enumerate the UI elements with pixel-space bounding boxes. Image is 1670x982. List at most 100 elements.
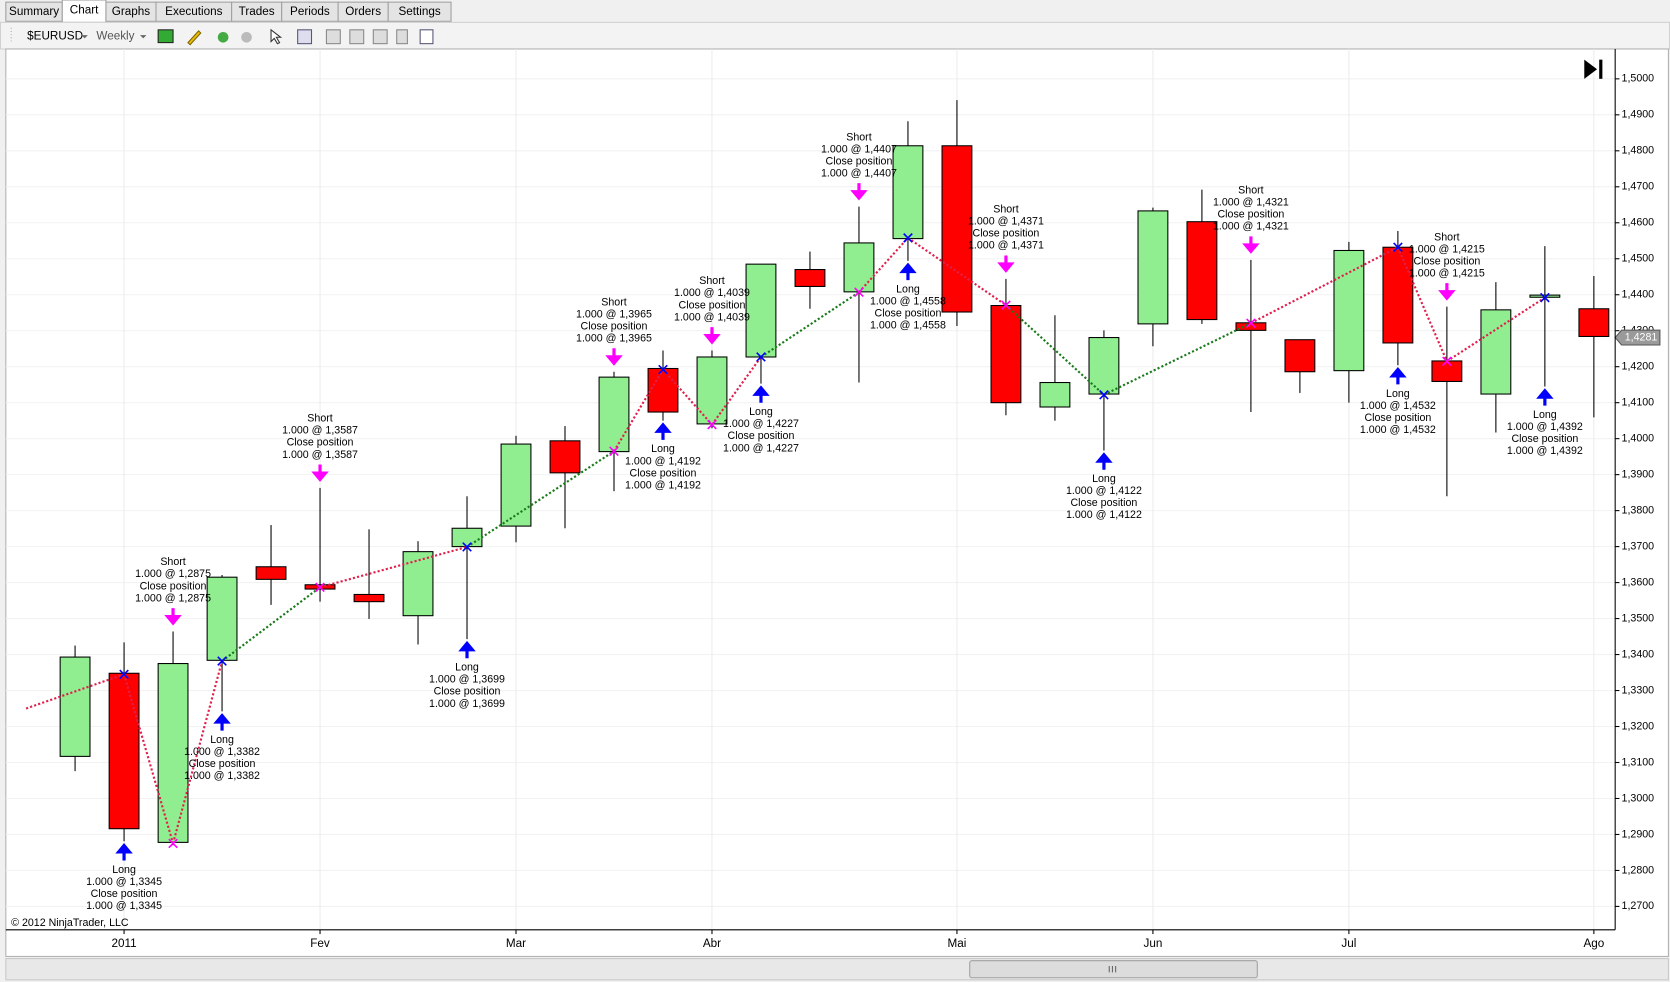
trade-label: 1.000 @ 1,4321 xyxy=(1213,221,1289,233)
tab-label[interactable]: Periods xyxy=(290,5,330,18)
period-selector[interactable]: Weekly xyxy=(96,29,134,42)
trade-label: Close position xyxy=(728,430,795,442)
trade-line xyxy=(613,369,664,452)
y-tick-label: 1,4800 xyxy=(1622,145,1655,157)
tab-label[interactable]: Orders xyxy=(345,5,381,18)
tab-label[interactable]: Settings xyxy=(398,5,440,18)
short-arrow xyxy=(850,183,868,201)
scrollbar-thumb[interactable] xyxy=(969,960,1258,979)
trade-label: 1.000 @ 1,4215 xyxy=(1409,267,1485,279)
y-tick-label: 1,4400 xyxy=(1622,289,1655,301)
strategies-button[interactable] xyxy=(396,29,408,45)
tab-label[interactable]: Summary xyxy=(9,5,59,18)
cursor-button[interactable] xyxy=(270,28,283,45)
trade-label: Close position xyxy=(140,580,207,592)
y-tick-label: 1,4900 xyxy=(1622,109,1655,121)
trade-label: 1.000 @ 1,3699 xyxy=(429,698,505,710)
candle-body xyxy=(549,440,581,474)
trade-line xyxy=(858,237,909,293)
indicators-button[interactable] xyxy=(372,29,388,45)
candle-body xyxy=(941,145,973,313)
trade-label: Short xyxy=(1238,185,1263,197)
data-box-button[interactable] xyxy=(325,29,341,45)
trade-line xyxy=(123,674,175,844)
scrollbar[interactable] xyxy=(5,958,1669,981)
y-tick-label: 1,4500 xyxy=(1622,253,1655,265)
long-arrow xyxy=(752,385,770,403)
candle-body xyxy=(1039,381,1071,408)
trade-label: 1.000 @ 1,4532 xyxy=(1360,400,1436,412)
candle-body xyxy=(255,566,287,580)
trade-label: Short xyxy=(160,556,185,568)
y-tick-label: 1,5000 xyxy=(1622,73,1655,85)
tab-label[interactable]: Trades xyxy=(239,5,275,18)
scroll-to-end-icon[interactable] xyxy=(1584,59,1598,79)
zoom-in-button[interactable] xyxy=(217,31,229,43)
trade-label: Close position xyxy=(189,758,256,770)
trade-marker xyxy=(1393,242,1403,253)
trade-marker xyxy=(658,364,668,375)
long-arrow xyxy=(899,262,917,281)
x-tick-label: Abr xyxy=(703,937,721,950)
trade-label: Close position xyxy=(630,467,697,479)
candle-body xyxy=(647,367,679,413)
trade-marker xyxy=(462,542,472,552)
trade-label: 1.000 @ 1,4192 xyxy=(625,455,701,467)
trade-marker xyxy=(707,419,717,430)
trade-label: 1.000 @ 1,4215 xyxy=(1409,243,1485,255)
trade-label: 1.000 @ 1,4407 xyxy=(821,143,897,155)
trade-label: 1.000 @ 1,4039 xyxy=(674,311,750,323)
trade-line xyxy=(711,356,762,426)
trade-marker xyxy=(119,669,129,680)
long-arrow xyxy=(213,713,231,731)
trade-label: 1.000 @ 1,4407 xyxy=(821,167,897,179)
trade-label: Long xyxy=(210,734,234,746)
short-arrow xyxy=(1438,283,1456,301)
short-arrow xyxy=(1242,236,1260,254)
last-price-tag xyxy=(1614,329,1661,346)
candle-body xyxy=(1431,360,1463,382)
short-arrow xyxy=(311,464,329,482)
trade-label: 1.000 @ 1,4558 xyxy=(870,296,946,308)
y-tick-label: 1,3900 xyxy=(1622,468,1655,480)
trade-label: Close position xyxy=(434,686,501,698)
tab-label[interactable]: Executions xyxy=(165,5,222,18)
trade-label: Close position xyxy=(91,888,158,900)
trade-label: 1.000 @ 1,4192 xyxy=(625,479,701,491)
candle-body xyxy=(696,356,728,425)
tab-label[interactable]: Graphs xyxy=(112,5,151,18)
panel-button[interactable] xyxy=(419,29,434,45)
candle-body xyxy=(598,376,630,453)
y-tick-label: 1,3100 xyxy=(1622,756,1655,768)
trade-label: 1.000 @ 1,3965 xyxy=(576,308,652,320)
trade-marker xyxy=(168,838,178,849)
instrument-selector[interactable]: $EURUSD xyxy=(27,29,83,42)
properties-button[interactable] xyxy=(349,29,365,45)
trade-marker xyxy=(854,287,864,298)
trade-label: Short xyxy=(993,204,1018,216)
trade-label: Long xyxy=(1092,473,1116,485)
trade-label: 1.000 @ 1,4392 xyxy=(1507,445,1583,457)
chart-style-button[interactable] xyxy=(157,29,174,44)
trade-label: Close position xyxy=(1071,497,1138,509)
trade-label: Long xyxy=(749,406,773,418)
trade-label: 1.000 @ 1,3345 xyxy=(86,900,162,912)
trade-label: Close position xyxy=(1364,412,1431,424)
tab-label[interactable]: Chart xyxy=(70,4,99,17)
trade-label: 1.000 @ 1,2875 xyxy=(135,568,211,580)
trade-label: 1.000 @ 1,4039 xyxy=(674,287,750,299)
trade-marker xyxy=(903,233,913,243)
candle-body xyxy=(1578,308,1610,338)
y-tick-label: 1,3200 xyxy=(1622,720,1655,732)
short-arrow xyxy=(164,608,182,626)
snapshot-button[interactable] xyxy=(297,29,313,45)
tab-strip: Summary Chart Graphs Executions Trades Period… xyxy=(5,0,452,23)
tab[interactable] xyxy=(387,1,452,22)
y-tick-label: 1,3800 xyxy=(1622,504,1655,516)
candle-body xyxy=(843,242,875,293)
zoom-out-button[interactable] xyxy=(241,31,252,43)
trade-marker xyxy=(315,582,325,593)
drawing-tool-button[interactable] xyxy=(187,30,202,46)
trade-marker xyxy=(1001,300,1011,310)
